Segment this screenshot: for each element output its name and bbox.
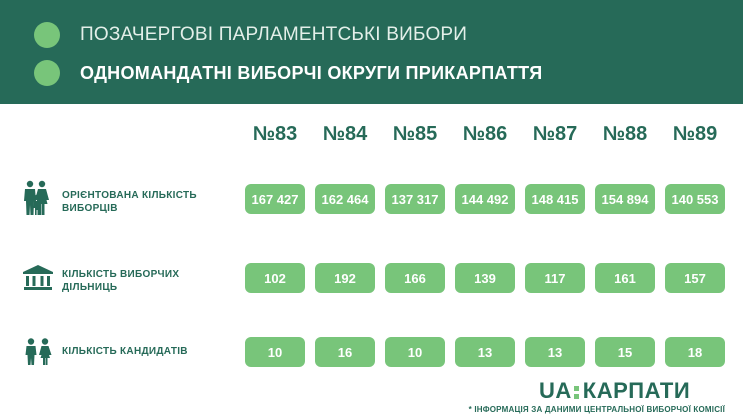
row-label-line: КІЛЬКІСТЬ КАНДИДАТІВ — [62, 346, 188, 357]
ua-karpaty-logo: UA КАРПАТИ — [539, 379, 690, 403]
bullet-dot — [34, 60, 60, 86]
row-label-line: ВИБОРЦІВ — [62, 203, 118, 214]
district-header-85: №85 — [392, 123, 438, 145]
district-headers: №83 №84 №85 №86 №87 №88 №89 — [245, 123, 725, 147]
district-header-88: №88 — [602, 123, 648, 145]
district-header-87: №87 — [532, 123, 578, 145]
people-icon — [24, 338, 52, 371]
value-cell: 117 — [525, 263, 585, 293]
value-cell: 13 — [455, 337, 515, 367]
value-cell: 157 — [665, 263, 725, 293]
value-cell: 16 — [315, 337, 375, 367]
row-label-line: ОРІЄНТОВАНА КІЛЬКІСТЬ — [62, 190, 197, 201]
value-cell: 167 427 — [245, 184, 305, 214]
value-cell: 15 — [595, 337, 655, 367]
district-header-84: №84 — [322, 123, 368, 145]
district-header-89: №89 — [672, 123, 718, 145]
building-icon — [23, 265, 53, 296]
logo-left-text: UA — [539, 378, 572, 403]
value-cell: 148 415 — [525, 184, 585, 214]
district-header-83: №83 — [252, 123, 298, 145]
value-cell: 18 — [665, 337, 725, 367]
value-cell: 137 317 — [385, 184, 445, 214]
value-cell: 166 — [385, 263, 445, 293]
district-header-86: №86 — [462, 123, 508, 145]
header-line-1: ПОЗАЧЕРГОВІ ПАРЛАМЕНТСЬКІ ВИБОРИ — [34, 22, 467, 48]
value-cell: 139 — [455, 263, 515, 293]
row-label-voters: ОРІЄНТОВАНА КІЛЬКІСТЬ ВИБОРЦІВ — [62, 189, 197, 215]
bullet-dot — [34, 22, 60, 48]
value-cell: 13 — [525, 337, 585, 367]
row-label-candidates: КІЛЬКІСТЬ КАНДИДАТІВ — [62, 345, 188, 358]
logo-colon-mark — [573, 383, 579, 402]
value-cell: 140 553 — [665, 184, 725, 214]
value-cell: 192 — [315, 263, 375, 293]
row-label-line: ДІЛЬНИЦЬ — [62, 282, 118, 293]
row-label-polling-stations: КІЛЬКІСТЬ ВИБОРЧИХ ДІЛЬНИЦЬ — [62, 268, 179, 294]
value-cell: 10 — [385, 337, 445, 367]
header-title: ПОЗАЧЕРГОВІ ПАРЛАМЕНТСЬКІ ВИБОРИ — [80, 24, 468, 45]
value-cell: 162 464 — [315, 184, 375, 214]
header-line-2: ОДНОМАНДАТНІ ВИБОРЧІ ОКРУГИ ПРИКАРПАТТЯ — [34, 60, 542, 86]
value-cell: 161 — [595, 263, 655, 293]
header-subtitle: ОДНОМАНДАТНІ ВИБОРЧІ ОКРУГИ ПРИКАРПАТТЯ — [80, 62, 543, 83]
value-cell: 102 — [245, 263, 305, 293]
header-banner: ПОЗАЧЕРГОВІ ПАРЛАМЕНТСЬКІ ВИБОРИ ОДНОМАН… — [0, 0, 743, 104]
value-cell: 154 894 — [595, 184, 655, 214]
family-icon — [22, 180, 52, 221]
footnote: * ІНФОРМАЦІЯ ЗА ДАНИМИ ЦЕНТРАЛЬНОЇ ВИБОР… — [468, 405, 725, 414]
value-cell: 144 492 — [455, 184, 515, 214]
row-label-line: КІЛЬКІСТЬ ВИБОРЧИХ — [62, 269, 180, 280]
logo-right-text: КАРПАТИ — [582, 378, 691, 403]
value-cell: 10 — [245, 337, 305, 367]
